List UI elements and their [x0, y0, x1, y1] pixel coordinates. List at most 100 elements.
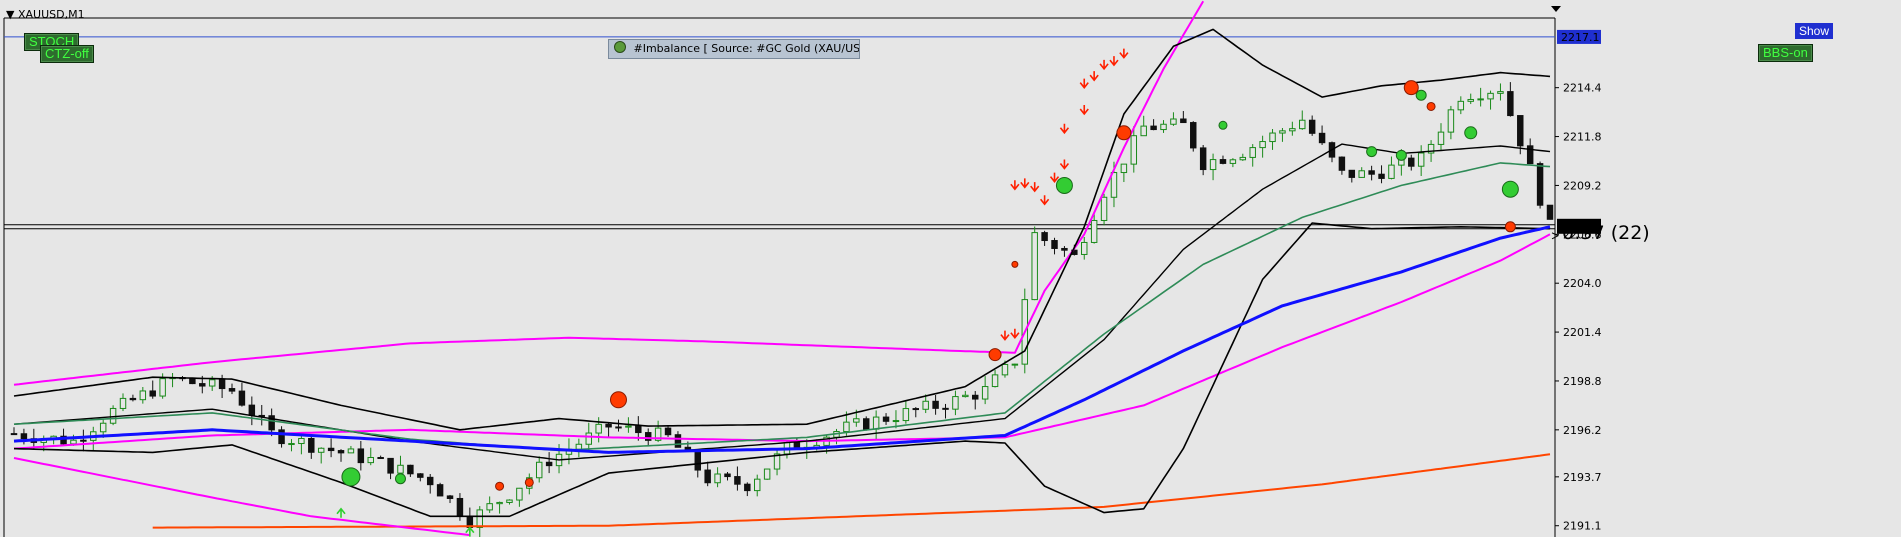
sell-arrow-icon — [1109, 56, 1119, 67]
candle-body — [952, 396, 959, 410]
indicator-panel[interactable]: #Imbalance [ Source: #GC Gold (XAU/USD) … — [608, 39, 860, 59]
candle-body — [694, 450, 701, 471]
candle-body — [922, 400, 929, 410]
bar-timer: 0:57 (22) — [1562, 222, 1650, 244]
sell-signal-marker — [495, 481, 505, 491]
envelope-lower-line — [13, 457, 470, 537]
candle-body — [1100, 196, 1108, 221]
candle-body — [1507, 91, 1514, 117]
candle-body — [535, 461, 543, 479]
candle-body — [744, 483, 751, 492]
candle-body — [1348, 169, 1356, 178]
candle-body — [238, 390, 246, 406]
bbs-button[interactable]: BBS-on — [1758, 44, 1813, 62]
candle-body — [1457, 100, 1465, 111]
candle-body — [1160, 123, 1167, 131]
candle-body — [962, 394, 969, 398]
candle-body — [863, 418, 870, 430]
candle-body — [1239, 156, 1247, 161]
sell-arrow-icon — [1039, 195, 1050, 206]
candle-body — [753, 478, 761, 492]
indicator-settings-icon[interactable] — [614, 41, 626, 53]
candle-body — [1487, 92, 1494, 100]
y-tick-label: 2196.2 — [1563, 424, 1602, 437]
candle-body — [1081, 241, 1088, 255]
candle-body — [347, 448, 355, 454]
candle-body — [516, 487, 523, 501]
y-tick-label: 2204.0 — [1563, 277, 1602, 290]
candle-body — [1249, 147, 1256, 158]
candle-body — [892, 420, 900, 423]
envelope-upper-line — [13, 0, 1205, 386]
candle-body — [595, 423, 602, 434]
candle-body — [545, 461, 553, 467]
candle-body — [10, 433, 18, 436]
sell-arrow-icon — [1059, 159, 1070, 170]
candle-body — [1219, 159, 1227, 164]
candle-body — [1031, 232, 1038, 301]
buy-signal-marker — [1395, 149, 1407, 161]
candle-body — [575, 443, 583, 450]
timer-pointer-icon — [1551, 232, 1560, 240]
candle-body — [1190, 122, 1197, 149]
candle-body — [327, 447, 335, 452]
show-button[interactable]: Show — [1795, 23, 1834, 39]
candle-body — [1526, 145, 1534, 165]
candle-body — [1388, 164, 1395, 179]
candle-body — [1140, 125, 1147, 137]
candle-body — [1229, 159, 1237, 164]
candle-body — [942, 407, 949, 410]
candle-body — [119, 397, 127, 409]
candle-body — [902, 408, 910, 422]
candle-body — [367, 457, 374, 464]
candle-body — [208, 379, 216, 387]
sell-signal-marker — [1403, 80, 1419, 96]
candle-body — [70, 439, 77, 445]
candle-body — [605, 423, 612, 428]
candle-body — [625, 425, 632, 428]
candle-body — [1269, 132, 1276, 143]
candle-body — [506, 499, 513, 503]
candle-body — [189, 378, 196, 385]
candle-body — [486, 503, 493, 511]
candle-body — [159, 378, 166, 397]
top-price-label-bg — [1557, 29, 1601, 44]
sell-arrow-icon — [1079, 105, 1089, 116]
candle-body — [991, 374, 999, 388]
candle-body — [1130, 135, 1138, 165]
y-tick-label: 2209.2 — [1563, 179, 1602, 192]
candle-body — [1467, 98, 1474, 102]
candle-body — [268, 415, 275, 431]
candle-body — [377, 457, 384, 460]
candle-body — [1180, 118, 1187, 124]
candle-body — [1001, 363, 1009, 376]
candle-body — [1209, 159, 1217, 171]
buy-signal-marker — [1415, 89, 1427, 101]
ctz-button[interactable]: CTZ-off — [40, 45, 94, 63]
candle-body — [1546, 204, 1554, 220]
candle-body — [1318, 132, 1326, 144]
candle-body — [1150, 125, 1157, 131]
candle-body — [129, 397, 137, 401]
candle-body — [1368, 170, 1375, 175]
candle-body — [1308, 119, 1316, 134]
candle-body — [417, 473, 424, 478]
candle-body — [308, 437, 315, 453]
candle-body — [1497, 91, 1504, 94]
candle-body — [139, 390, 147, 401]
candle-body — [773, 453, 781, 470]
candle-body — [1477, 98, 1484, 101]
candle-body — [654, 427, 662, 441]
sell-signal-marker — [524, 477, 534, 487]
buy-signal-marker — [1464, 126, 1478, 140]
candle-body — [1041, 232, 1048, 242]
sell-arrow-icon — [1030, 182, 1040, 193]
sell-signal-marker — [609, 391, 627, 409]
candle-body — [704, 469, 711, 484]
collapse-triangle-icon[interactable]: ▼ — [6, 8, 15, 21]
sell-arrow-icon — [1059, 123, 1070, 135]
candle-body — [337, 450, 345, 454]
sell-signal-marker — [1011, 260, 1019, 268]
